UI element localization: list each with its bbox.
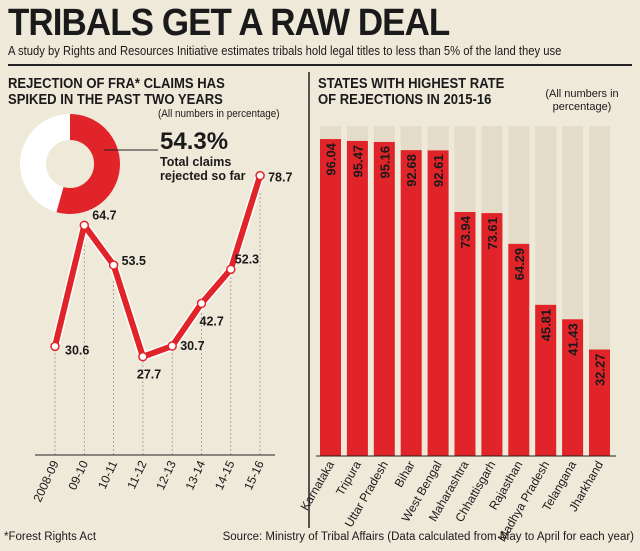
line-x-tick-12-13: 12-13	[153, 458, 179, 492]
bar-Uttar Pradesh	[373, 141, 395, 457]
bar-Rajasthan	[508, 243, 530, 456]
line-value-label-2008-09: 30.6	[65, 343, 89, 357]
bar-Karnataka	[320, 139, 341, 456]
bar-Maharashtra	[454, 211, 476, 456]
line-value-label-15-16: 78.7	[268, 171, 292, 185]
infographic-title: TRIBALS GET A RAW DEAL	[8, 2, 450, 44]
bar-value-label-Tripura: 95.47	[350, 145, 365, 178]
bar-x-tick-Karnataka: Karnataka	[298, 458, 338, 513]
bar-value-label-Telangana: 41.43	[566, 323, 581, 356]
line-x-tick-10-11: 10-11	[95, 458, 120, 491]
bar-value-label-Maharashtra: 73.94	[458, 215, 473, 248]
line-point-10-11	[108, 260, 119, 270]
right-panel-title: STATES WITH HIGHEST RATE OF REJECTIONS I…	[318, 76, 504, 108]
bar-value-label-Bihar: 92.68	[404, 154, 419, 187]
bar-value-label-Madhya Pradesh: 45.81	[539, 309, 554, 342]
line-point-2008-09	[50, 341, 60, 352]
bar-value-label-Chhattisgarh: 73.61	[485, 217, 500, 250]
donut-chart	[20, 114, 158, 214]
bar-Tripura	[346, 140, 368, 456]
line-point-09-10	[79, 220, 90, 231]
line-x-tick-13-14: 13-14	[183, 458, 209, 492]
line-value-label-11-12: 27.7	[137, 368, 161, 382]
donut-caption: Total claims rejected so far	[160, 155, 246, 183]
left-panel-title: REJECTION OF FRA* CLAIMS HAS SPIKED IN T…	[8, 76, 225, 108]
left-panel-title-line2: SPIKED IN THE PAST TWO YEARS	[8, 92, 223, 108]
bar-x-tick-Bihar: Bihar	[392, 458, 418, 489]
left-panel-title-line1: REJECTION OF FRA* CLAIMS HAS	[8, 76, 225, 92]
right-panel-note: (All numbers in percentage)	[545, 88, 619, 113]
line-x-tick-14-15: 14-15	[212, 458, 238, 492]
right-panel-title-line1: STATES WITH HIGHEST RATE	[318, 76, 505, 92]
donut-rejected-segment	[20, 114, 120, 214]
bar-value-label-Karnataka: 96.04	[324, 142, 339, 175]
bar-value-label-Uttar Pradesh: 95.16	[377, 146, 392, 179]
source-note: Source: Ministry of Tribal Affairs (Data…	[222, 531, 634, 543]
right-panel-title-line2: OF REJECTIONS IN 2015-16	[318, 92, 492, 108]
line-point-13-14	[196, 298, 207, 309]
footnote: *Forest Rights Act	[4, 531, 97, 543]
bar-Telangana	[562, 319, 584, 456]
bar-Madhya Pradesh	[535, 304, 557, 456]
bar-value-label-Rajasthan: 64.29	[512, 248, 527, 281]
line-x-tick-09-10: 09-10	[65, 458, 91, 492]
line-value-label-14-15: 52.3	[235, 252, 259, 266]
bar-Chhattisgarh	[481, 213, 503, 456]
bar-value-label-Jharkhand: 32.27	[593, 354, 608, 387]
line-value-label-09-10: 64.7	[92, 208, 116, 222]
line-value-label-13-14: 42.7	[200, 314, 224, 328]
line-chart: 30.6 64.7 53.5 27.7 30.7 42.7 52.3 78.7 2008-09 0…	[30, 171, 292, 505]
header-divider	[8, 64, 632, 66]
donut-percentage: 54.3%	[160, 128, 229, 155]
bar-value-label-West Bengal: 92.61	[431, 154, 446, 187]
line-value-label-10-11: 53.5	[122, 254, 146, 268]
line-x-tick-2008-09: 2008-09	[30, 458, 61, 504]
line-x-tick-11-12: 11-12	[124, 458, 149, 491]
line-point-15-16	[255, 170, 265, 181]
left-panel-note: (All numbers in percentage)	[158, 108, 280, 120]
infographic-subtitle: A study by Rights and Resources Initiati…	[8, 44, 562, 58]
bar-Bihar	[400, 150, 422, 456]
line-point-11-12	[138, 351, 148, 362]
line-x-tick-15-16: 15-16	[241, 458, 267, 492]
line-point-14-15	[226, 264, 236, 275]
bar-Jharkhand	[589, 349, 610, 456]
line-series	[52, 174, 263, 360]
line-point-12-13	[167, 341, 177, 351]
line-value-label-12-13: 30.7	[180, 339, 204, 353]
bar-West Bengal	[427, 150, 449, 456]
